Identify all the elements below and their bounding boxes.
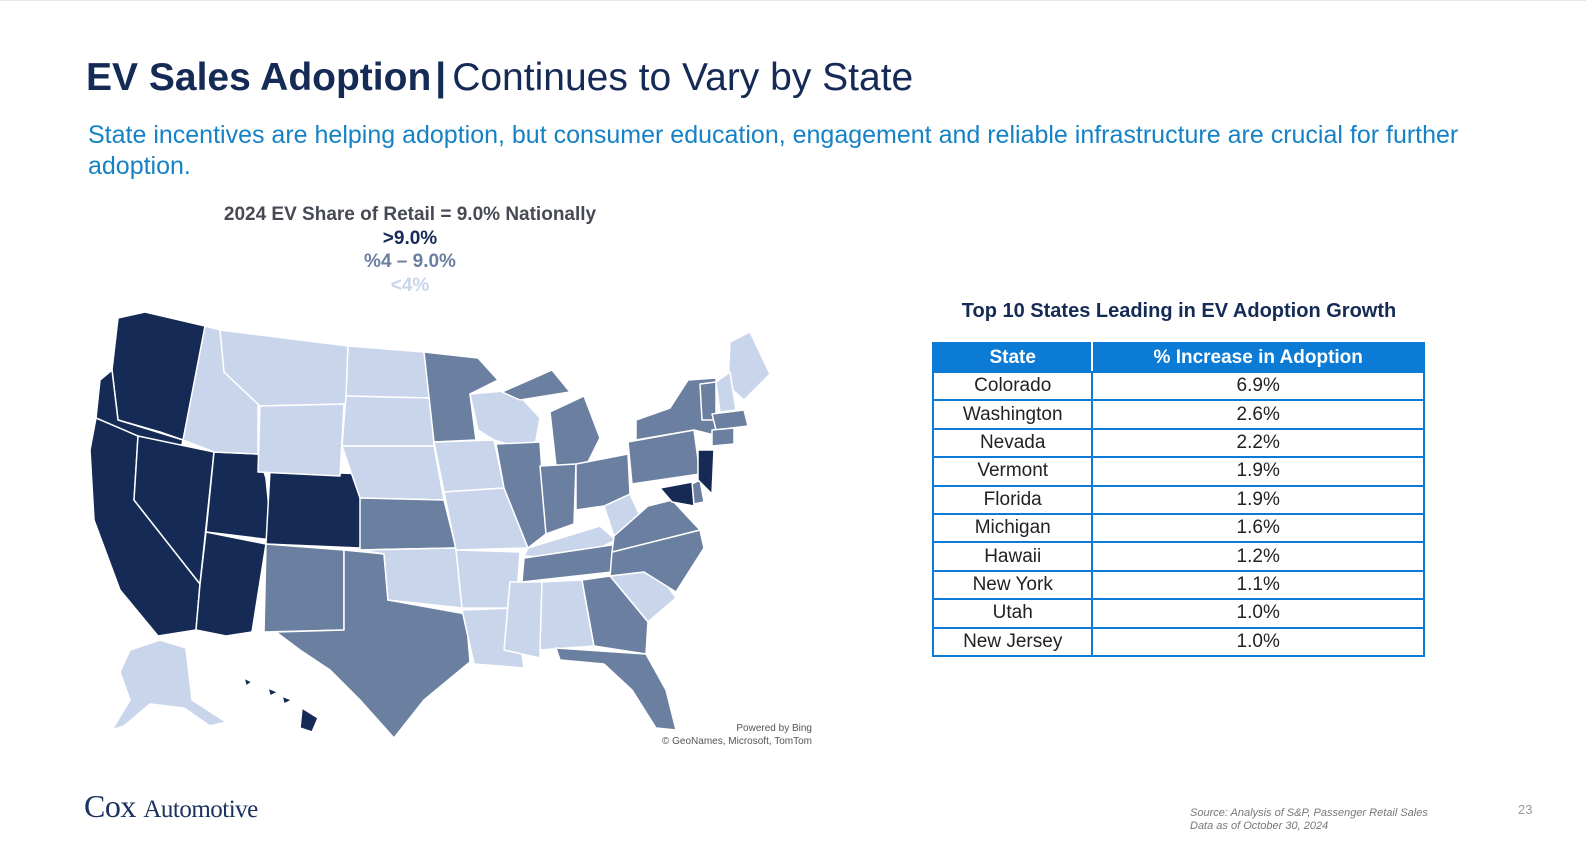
- table-row: Hawaii 1.2%: [931, 541, 1425, 572]
- cell-increase: 2.2%: [1091, 427, 1425, 459]
- legend-mid: %4 – 9.0%: [364, 251, 456, 272]
- cox-automotive-logo: Cox Automotive: [84, 788, 258, 825]
- title-separator: |: [435, 56, 447, 99]
- state-new-hampshire: [715, 371, 737, 413]
- top-divider: [0, 0, 1586, 1]
- table-row: Utah 1.0%: [931, 598, 1425, 629]
- table-row: Nevada 2.2%: [931, 427, 1425, 459]
- title-bold: EV Sales Adoption: [86, 56, 432, 99]
- table-row: Colorado 6.9%: [931, 370, 1425, 402]
- credit-sources: © GeoNames, Microsoft, TomTom: [662, 736, 812, 747]
- state-wyoming: [257, 403, 345, 477]
- state-mississippi: [503, 581, 543, 659]
- state-kansas: [359, 497, 457, 551]
- cell-increase: 1.0%: [1091, 626, 1425, 657]
- logo-automotive: Automotive: [143, 796, 258, 823]
- cell-state: Utah: [931, 598, 1094, 629]
- map-credit: Powered by Bing © GeoNames, Microsoft, T…: [662, 722, 812, 748]
- cell-state: Florida: [931, 484, 1094, 515]
- state-connecticut: [711, 427, 735, 447]
- state-massachusetts: [711, 409, 749, 431]
- cell-increase: 1.0%: [1091, 598, 1425, 629]
- state-iowa: [433, 439, 505, 493]
- source-note: Source: Analysis of S&P, Passenger Retai…: [1190, 807, 1428, 833]
- header-state: State: [931, 342, 1094, 373]
- legend-low: <4%: [390, 274, 430, 296]
- source-line-1: Source: Analysis of S&P, Passenger Retai…: [1190, 807, 1428, 819]
- state-maryland: [659, 481, 695, 507]
- cell-increase: 1.9%: [1091, 484, 1425, 515]
- map-legend: 2024 EV Share of Retail = 9.0% Nationall…: [160, 203, 660, 297]
- cell-increase: 2.6%: [1091, 399, 1425, 430]
- source-line-2: Data as of October 30, 2024: [1190, 820, 1329, 832]
- cell-state: New York: [931, 569, 1094, 601]
- cell-increase: 6.9%: [1091, 370, 1425, 402]
- state-new-jersey: [697, 449, 715, 495]
- cell-state: Hawaii: [931, 541, 1094, 572]
- title-rest: Continues to Vary by State: [452, 56, 914, 99]
- header-increase: % Increase in Adoption: [1091, 342, 1425, 373]
- cell-state: Colorado: [931, 370, 1094, 402]
- cell-increase: 1.6%: [1091, 512, 1425, 544]
- page-number: 23: [1518, 802, 1533, 817]
- credit-bing: Powered by Bing: [736, 723, 812, 734]
- state-alaska: [111, 639, 227, 731]
- state-maine: [727, 331, 771, 401]
- state-indiana: [539, 463, 577, 535]
- table-row: Michigan 1.6%: [931, 512, 1425, 544]
- state-new-mexico: [263, 543, 345, 633]
- cell-increase: 1.9%: [1091, 456, 1425, 487]
- cell-state: Vermont: [931, 456, 1094, 487]
- cell-increase: 1.2%: [1091, 541, 1425, 572]
- us-choropleth-map: [89, 311, 771, 739]
- state-illinois: [495, 441, 547, 549]
- legend-high: >9.0%: [382, 227, 438, 249]
- state-oklahoma: [359, 547, 463, 609]
- cell-state: New Jersey: [931, 626, 1094, 657]
- state-hawaii: [243, 677, 319, 733]
- state-michigan-up: [501, 369, 571, 401]
- table-title: Top 10 States Leading in EV Adoption Gro…: [961, 300, 1397, 322]
- state-north-dakota: [345, 345, 431, 399]
- state-virginia: [611, 499, 701, 553]
- legend-title: 2024 EV Share of Retail = 9.0% Nationall…: [223, 204, 597, 225]
- state-arizona: [195, 531, 267, 637]
- slide-subtitle: State incentives are helping adoption, b…: [88, 121, 1459, 180]
- table-row: New York 1.1%: [931, 569, 1425, 601]
- table-row: Washington 2.6%: [931, 399, 1425, 430]
- cell-state: Nevada: [931, 427, 1094, 459]
- state-colorado: [265, 469, 365, 549]
- ev-growth-table: State % Increase in Adoption Colorado 6.9…: [931, 342, 1425, 657]
- cell-state: Michigan: [931, 512, 1094, 544]
- logo-cox: Cox: [84, 788, 136, 824]
- table-row: Vermont 1.9%: [931, 456, 1425, 487]
- table-header-row: State % Increase in Adoption: [931, 342, 1425, 373]
- state-georgia: [581, 575, 649, 655]
- state-new-york: [635, 377, 719, 441]
- state-florida: [555, 647, 677, 731]
- state-michigan: [549, 395, 601, 467]
- state-south-dakota: [341, 395, 435, 447]
- cell-state: Washington: [931, 399, 1094, 430]
- state-nebraska: [341, 445, 445, 501]
- state-ohio: [575, 453, 631, 511]
- table-row: New Jersey 1.0%: [931, 626, 1425, 657]
- table-row: Florida 1.9%: [931, 484, 1425, 515]
- cell-increase: 1.1%: [1091, 569, 1425, 601]
- slide-title: EV Sales Adoption | Continues to Vary by S…: [86, 56, 913, 100]
